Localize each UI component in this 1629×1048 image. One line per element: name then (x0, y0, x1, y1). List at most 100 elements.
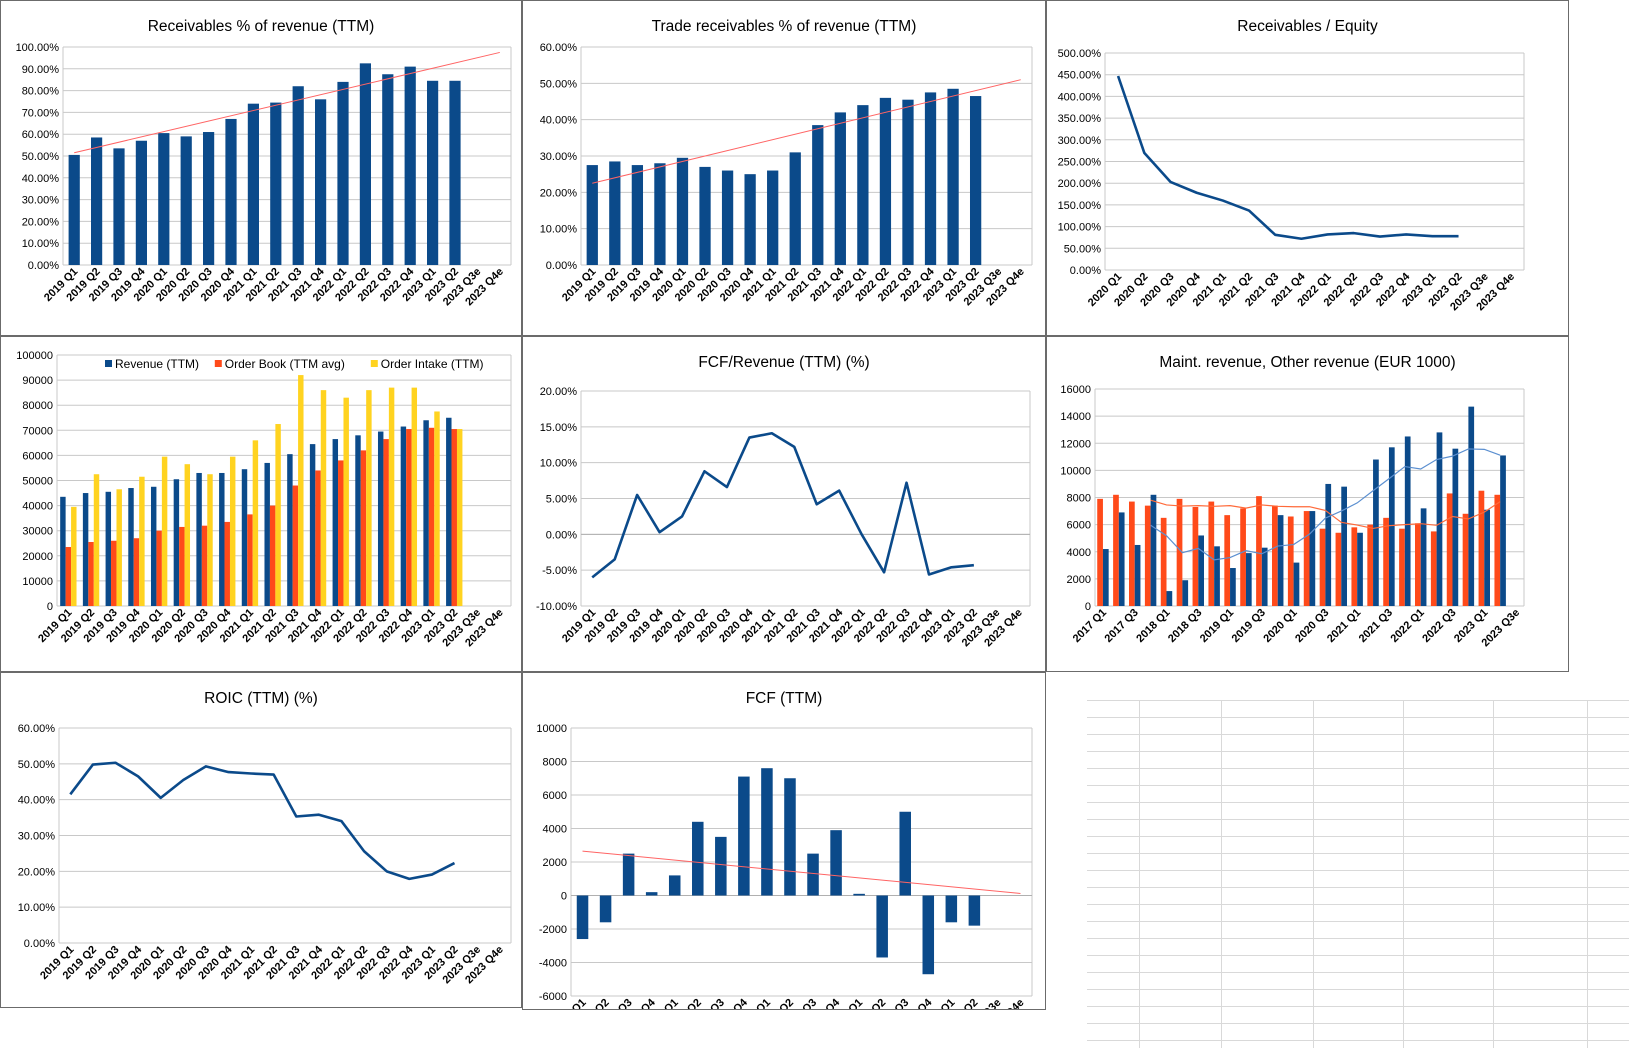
bar (645, 892, 658, 896)
bar (219, 472, 225, 606)
y-tick-label: 50.00% (540, 78, 578, 90)
bar (446, 417, 452, 606)
y-tick-label: 300.00% (1058, 135, 1102, 147)
y-tick-label: 60.00% (22, 129, 60, 141)
bar (1484, 509, 1490, 606)
y-tick-label: 250.00% (1058, 157, 1102, 169)
y-tick-label: 0 (561, 891, 567, 903)
y-tick-label: 50000 (22, 476, 53, 488)
bar (715, 836, 727, 896)
y-tick-label: 20.00% (18, 866, 56, 878)
bar (173, 479, 180, 606)
bar (449, 80, 461, 265)
bar (404, 66, 416, 266)
y-tick-label: 4000 (1067, 547, 1091, 559)
bar (201, 525, 208, 606)
bar (320, 390, 327, 606)
y-tick-label: 0.00% (546, 260, 577, 272)
bar (830, 830, 842, 896)
bar (876, 895, 888, 958)
y-tick-label: 0.00% (24, 938, 55, 950)
y-tick-label: 70000 (22, 425, 53, 437)
chart-svg: Receivables % of revenue (TTM) 0.00% 10.00… (16, 18, 512, 309)
bar (1478, 490, 1485, 606)
bar (388, 387, 395, 606)
bar (360, 450, 367, 606)
bar (1436, 432, 1443, 606)
grid-column-line (1313, 700, 1314, 1048)
legend-swatch (105, 360, 112, 367)
bar (1373, 459, 1379, 606)
x-tick-label: 2022 Q1 (1389, 607, 1427, 645)
bar (857, 105, 869, 265)
bar (338, 460, 344, 606)
bar (1277, 515, 1284, 606)
bar (1144, 505, 1151, 606)
series-line (69, 761, 456, 881)
bar (270, 102, 282, 265)
y-tick-label: 10.00% (22, 238, 60, 250)
y-tick-label: 150.00% (1058, 200, 1102, 212)
bar (247, 103, 259, 266)
y-tick-label: 20000 (22, 551, 53, 563)
bar (576, 895, 589, 940)
bar (298, 375, 304, 606)
bar (1388, 447, 1395, 606)
chart-svg: 0 10000 20000 30000 40000 50000 60000 70000 8000… (16, 350, 512, 650)
bar (315, 470, 321, 606)
bar (699, 166, 711, 265)
bar (241, 469, 248, 606)
bar (1208, 501, 1215, 606)
x-tick-label: 2017 Q3 (1103, 607, 1141, 645)
bar (1102, 549, 1109, 606)
chart-fcf: FCF (TTM) -6000 -4000 -2000 0 2000 4000 6000 800… (522, 672, 1046, 1010)
bar (853, 893, 865, 896)
chart-svg: ROIC (TTM) (%) 0.00% 10.00% 20.00% 30.00% 40.… (18, 690, 512, 987)
legend-label: Order Intake (TTM) (381, 357, 484, 371)
x-tick-label: 2022 Q3 (1420, 607, 1458, 645)
y-tick-label: 80000 (22, 400, 53, 412)
bar (196, 472, 202, 606)
bar (383, 439, 389, 606)
legend-swatch (214, 360, 222, 367)
legend-label: Revenue (TTM) (115, 357, 199, 371)
grid-column-line (1221, 700, 1222, 1048)
bar (224, 521, 230, 606)
bar (586, 165, 598, 265)
bar (947, 88, 959, 266)
bar (88, 541, 94, 606)
bar (1129, 501, 1135, 606)
bar (1468, 406, 1475, 606)
bar (668, 875, 681, 896)
bar (229, 456, 236, 606)
chart-title: Trade receivables % of revenue (TTM) (652, 18, 917, 35)
bar (1341, 486, 1347, 606)
y-tick-label: 70.00% (22, 107, 60, 119)
bar (789, 152, 801, 265)
y-tick-label: -6000 (539, 991, 567, 1003)
bar (309, 444, 316, 606)
y-tick-label: -2000 (539, 924, 567, 936)
bar (406, 429, 412, 606)
bar (654, 163, 666, 265)
bar (1404, 436, 1411, 606)
bar (1446, 493, 1453, 606)
bar (1224, 515, 1231, 606)
y-tick-label: 10.00% (18, 902, 56, 914)
y-tick-label: 0.00% (546, 529, 577, 541)
bar (1287, 516, 1294, 606)
y-tick-label: 90000 (22, 375, 53, 387)
bar (65, 547, 72, 606)
average-line (1150, 448, 1501, 561)
bar (1351, 527, 1358, 606)
grid-row-line (1087, 751, 1629, 752)
bar (1113, 494, 1119, 606)
grid-row-line (1087, 1040, 1629, 1041)
trendline (74, 51, 500, 154)
y-tick-label: 30.00% (22, 195, 60, 207)
bar (1097, 498, 1103, 606)
bar (264, 462, 270, 606)
y-tick-label: 10.00% (540, 458, 578, 470)
bar (1272, 505, 1278, 606)
chart-fcf-revenue: FCF/Revenue (TTM) (%) -10.00% -5.00% 0.00% 5… (522, 336, 1046, 672)
